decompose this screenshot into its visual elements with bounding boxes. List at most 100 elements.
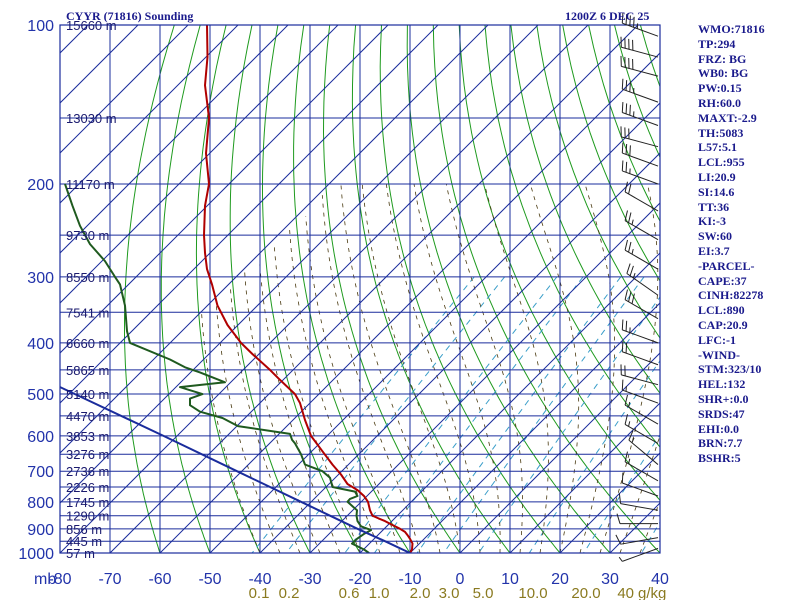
- mixing-ratio-tick-label: 40: [617, 585, 634, 600]
- pressure-tick-label: 1000: [18, 546, 54, 563]
- index-item: TH:5083: [698, 125, 744, 140]
- height-label: 15660 m: [66, 18, 117, 33]
- temperature-tick-label: 0: [456, 571, 465, 588]
- index-item: WMO:71816: [698, 22, 765, 36]
- pressure-tick-label: 600: [27, 429, 54, 446]
- dry-adiabat-line: [406, 25, 611, 553]
- index-item: L57:5.1: [698, 140, 737, 155]
- temperature-tick-label: -10: [398, 571, 421, 588]
- grid-lines: [60, 25, 660, 553]
- wind-barb-half-flag: [628, 401, 631, 408]
- height-label: 9730 m: [66, 228, 109, 243]
- wind-barb: [624, 210, 659, 241]
- mixing-ratio-tick-label: 0.1: [249, 585, 270, 600]
- isotherm-line: [559, 452, 660, 553]
- wind-barb-flag: [621, 102, 624, 113]
- wind-barb-flag: [625, 342, 628, 354]
- wind-barb-staff: [622, 482, 659, 497]
- wind-barb-half-flag: [631, 219, 634, 225]
- wind-barb-flag: [628, 183, 632, 195]
- wind-barb-flag: [621, 472, 624, 484]
- wind-barb-flag: [621, 160, 624, 171]
- wind-barb-staff: [621, 46, 659, 58]
- wind-barb-flag: [625, 103, 628, 114]
- wind-barb-flag: [624, 414, 628, 425]
- height-label: 1290 m: [66, 509, 109, 524]
- wind-barb-flag: [616, 513, 621, 524]
- stability-indices-panel: WMO:71816 TP:294 FRZ: BG WB0: BG PW:0.15 RH:6…: [698, 22, 798, 466]
- moist-adiabat-line: [215, 298, 281, 553]
- index-item: -PARCEL-: [698, 258, 755, 273]
- mixing-ratio-tick-label: 3.0: [439, 585, 460, 600]
- dry-adiabat-line: [124, 25, 175, 553]
- index-item: -WIND-: [698, 347, 740, 362]
- wind-barb: [621, 341, 659, 366]
- isotherm-line: [209, 102, 660, 553]
- isotherm-line: [109, 25, 639, 553]
- index-item: EHI:0.0: [698, 421, 740, 436]
- isotherm-line: [60, 25, 489, 454]
- isotherm-line: [60, 25, 339, 304]
- height-label: 2226 m: [66, 480, 109, 495]
- index-item: SHR+:0.0: [698, 391, 749, 406]
- wind-barb-flag: [624, 239, 628, 251]
- mixing-ratio-tick-label: 2.0: [410, 585, 431, 600]
- moist-adiabat-line: [305, 215, 401, 553]
- pressure-tick-label: 400: [27, 336, 54, 353]
- isotherm-line: [60, 25, 439, 404]
- index-item: KI:-3: [698, 214, 726, 229]
- wind-barb-flag: [629, 81, 631, 92]
- isotherm-line: [60, 25, 539, 504]
- pressure-tick-label: 300: [27, 270, 54, 287]
- index-item: RH:60.0: [698, 95, 741, 110]
- pressure-unit-label: mb: [34, 571, 56, 588]
- wind-barb-flag: [629, 15, 631, 26]
- height-label: 5865 m: [66, 363, 109, 378]
- dry-adiabat-line: [379, 25, 561, 553]
- dry-adiabat-line: [458, 25, 660, 501]
- wind-barb-half-flag: [628, 458, 631, 464]
- wind-barb: [624, 289, 659, 320]
- wind-barb-staff: [622, 351, 659, 366]
- wind-barb-staff: [622, 88, 659, 103]
- dry-adiabat-line: [160, 25, 211, 553]
- wind-barb-staff: [622, 389, 659, 404]
- isotherm-line: [309, 202, 660, 553]
- index-item: LCL:955: [698, 155, 745, 170]
- wind-barb: [621, 160, 659, 185]
- wind-barb: [621, 472, 659, 497]
- height-label: 3276 m: [66, 447, 109, 462]
- wind-barb-flag: [618, 493, 622, 504]
- isotherm-line: [60, 25, 189, 154]
- wind-barb-flag: [625, 14, 628, 25]
- mixing-ratio-line: [528, 359, 660, 553]
- wind-barb-staff: [620, 537, 659, 545]
- temperature-tick-label: -30: [298, 571, 321, 588]
- index-item: SW:60: [698, 229, 733, 244]
- index-item: CAP:20.9: [698, 317, 748, 332]
- dry-adiabat-line: [484, 25, 660, 448]
- wind-barb-flag: [626, 263, 631, 274]
- index-item: SRDS:47: [698, 406, 745, 421]
- wind-barb: [620, 36, 659, 58]
- wind-barb-staff: [622, 112, 659, 126]
- wind-barb-staff: [624, 423, 659, 444]
- wind-barb: [621, 102, 659, 126]
- wind-barb-staff: [624, 461, 659, 482]
- wind-barb-flag: [628, 241, 632, 253]
- wind-barb-staff: [624, 404, 659, 425]
- index-item: LFC:-1: [698, 332, 736, 347]
- wind-barb-flag: [624, 451, 628, 462]
- dewpoint-trace: [64, 183, 372, 553]
- wind-barb-half-flag: [618, 556, 623, 562]
- wind-barb-staff: [622, 329, 659, 344]
- wind-barb: [621, 379, 659, 404]
- temperature-tick-label: -50: [198, 571, 221, 588]
- wind-barb-flag: [621, 12, 624, 24]
- wind-barb-flag: [615, 534, 622, 545]
- index-item: LI:20.9: [698, 169, 736, 184]
- parcel-trace: [60, 385, 411, 553]
- height-label: 445 m: [66, 534, 102, 549]
- wind-barb: [615, 534, 659, 545]
- pressure-tick-label: 700: [27, 464, 54, 481]
